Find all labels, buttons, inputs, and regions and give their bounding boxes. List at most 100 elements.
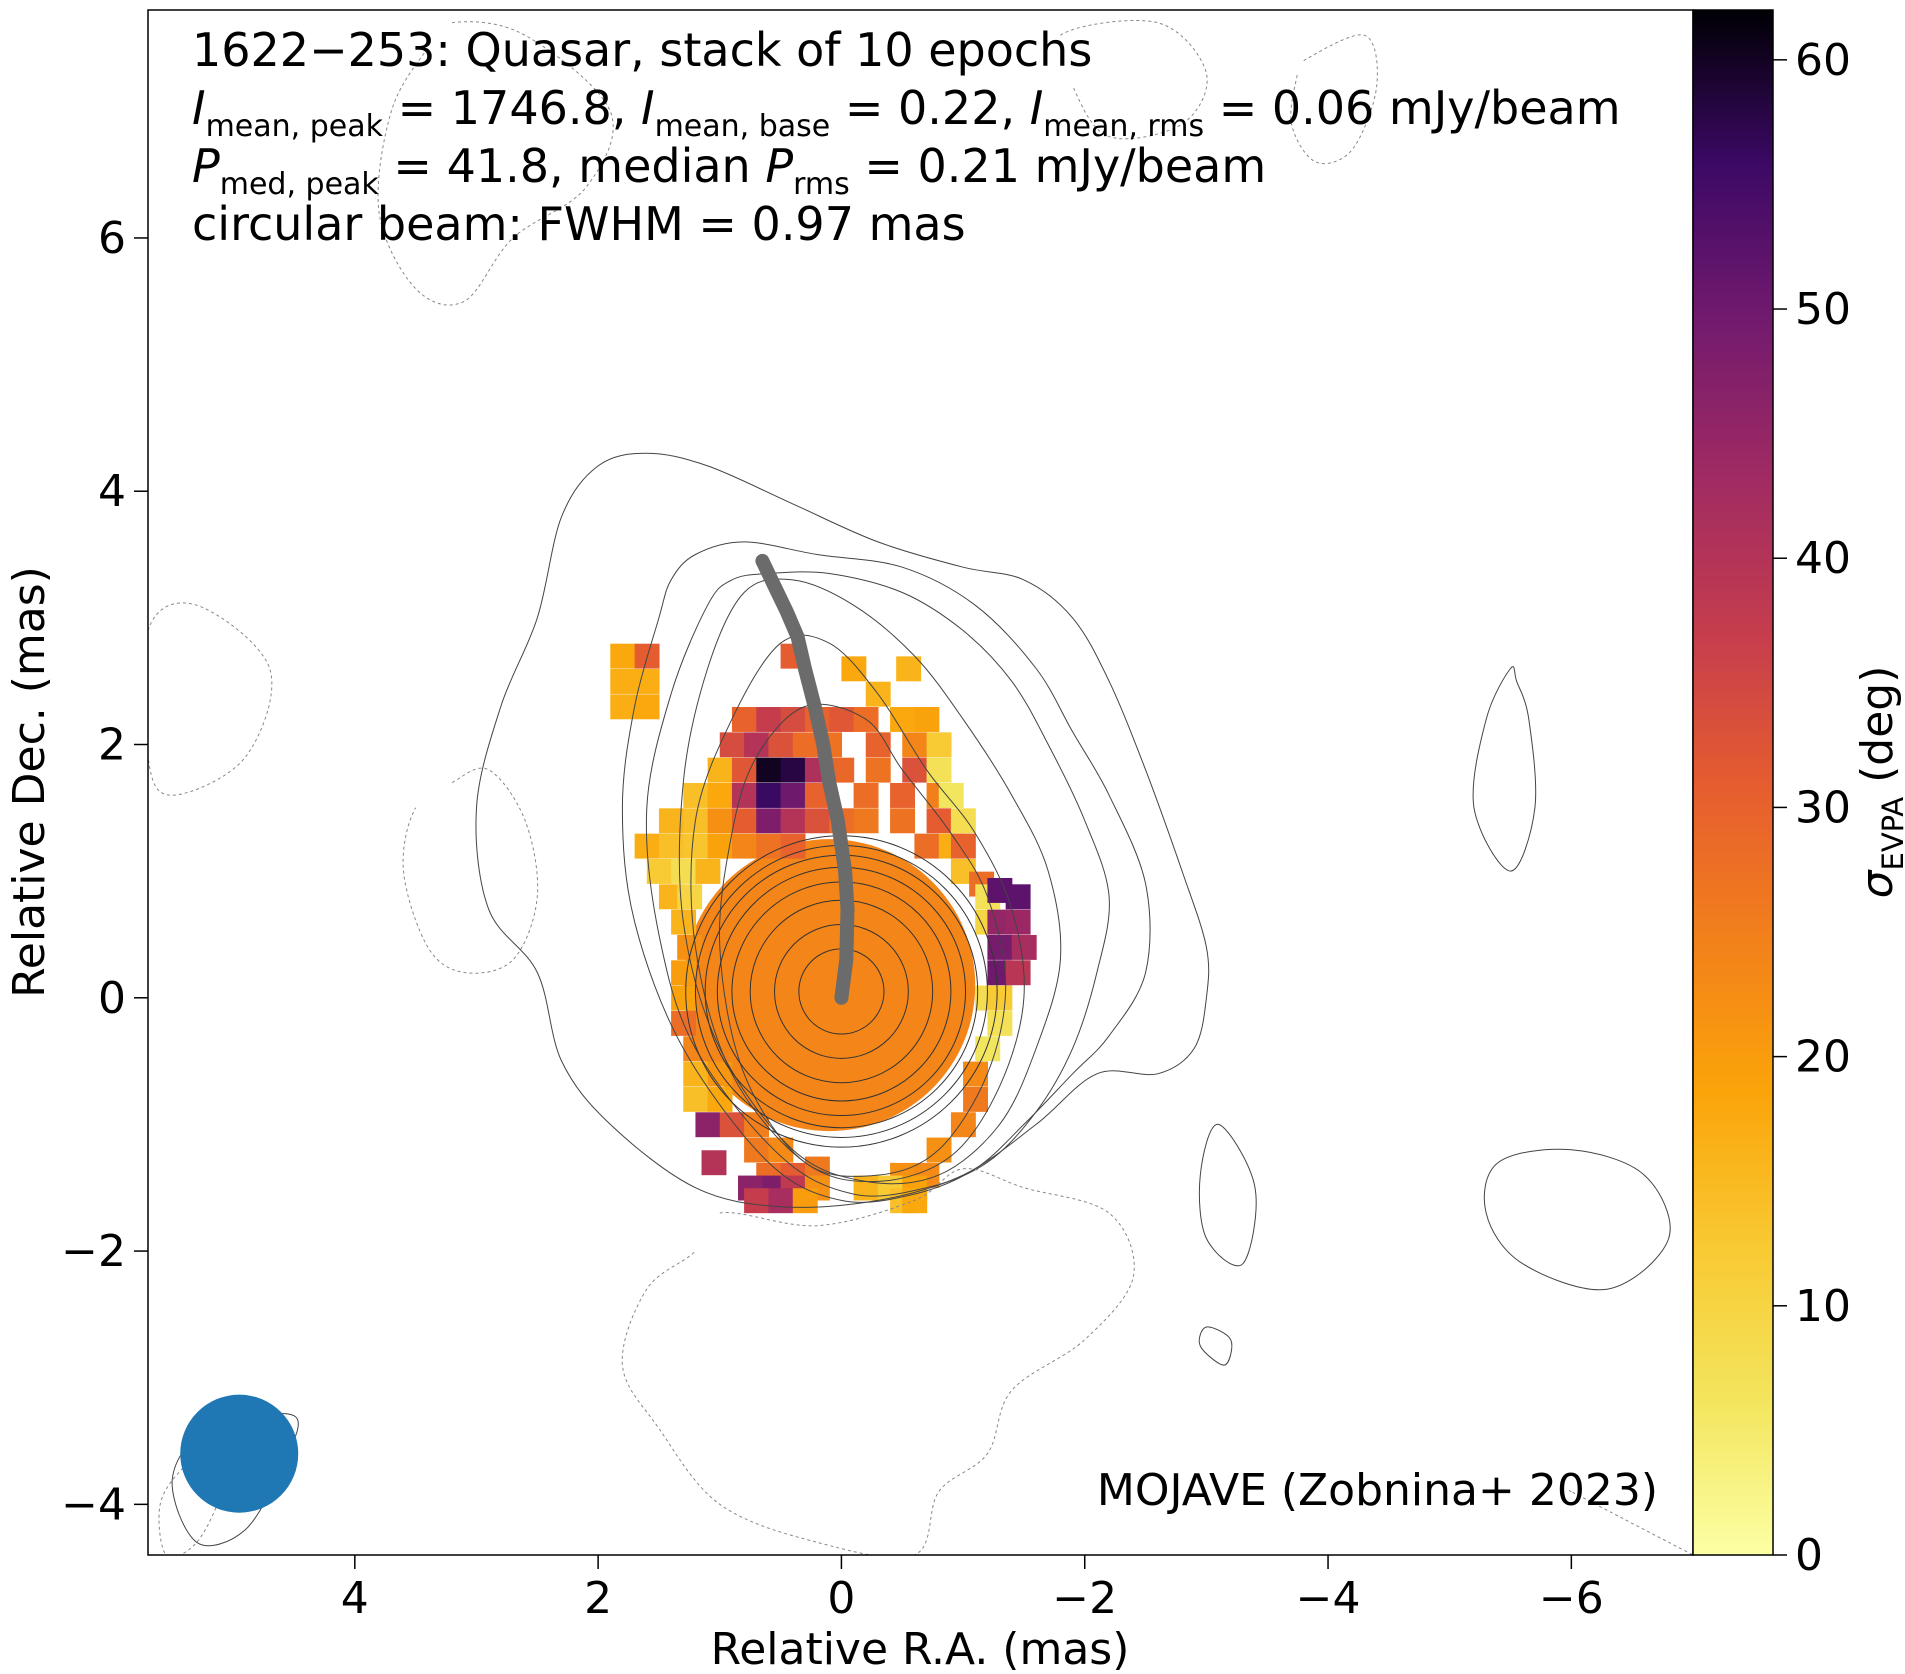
intensity-contour-island xyxy=(1483,1148,1671,1291)
plot-area xyxy=(147,9,1694,1556)
evpa-pixel xyxy=(950,1112,976,1138)
jet-ridge-line xyxy=(755,553,855,1005)
x-axis-label: Relative R.A. (mas) xyxy=(711,1624,1130,1674)
evpa-pixel xyxy=(701,1150,727,1176)
evpa-pixel xyxy=(792,732,818,758)
evpa-pixel xyxy=(634,694,660,720)
colorbar-label: σEVPA (deg) xyxy=(1852,666,1905,899)
title-line-2: Imean, peak = 1746.8, Imean, base = 0.22… xyxy=(192,81,1621,144)
evpa-pixel xyxy=(610,694,636,720)
p-rms-subscript: rms xyxy=(793,167,850,202)
evpa-pixel xyxy=(987,985,1013,1011)
evpa-pixel xyxy=(780,808,806,834)
intensity-contour-island xyxy=(1198,1123,1257,1267)
i-rms-subscript: mean, rms xyxy=(1043,109,1204,144)
evpa-pixel xyxy=(926,732,952,758)
y-tick-label: 6 xyxy=(98,213,126,264)
evpa-pixel xyxy=(914,707,940,732)
colorbar-tick-label: 60 xyxy=(1795,35,1851,86)
colorbar: 0 10 20 30 40 50 60 σEVPA (deg) xyxy=(1692,9,1905,1581)
negative-contour xyxy=(377,21,614,306)
intensity-contour xyxy=(718,703,1007,1177)
negative-contour xyxy=(1290,34,1378,165)
intensity-contour xyxy=(621,541,1151,1203)
i-rms-value: = 0.06 mJy/beam xyxy=(1204,81,1620,135)
negative-contour xyxy=(158,1439,222,1555)
evpa-pixel xyxy=(1005,909,1031,935)
evpa-pixel xyxy=(841,656,867,682)
i-base-subscript: mean, base xyxy=(655,109,831,144)
evpa-pixel xyxy=(707,757,733,783)
evpa-pixel xyxy=(707,833,733,859)
evpa-pixel xyxy=(950,833,976,859)
ridge-line-layer xyxy=(755,553,855,1005)
y-axis-label: Relative Dec. (mas) xyxy=(4,566,55,998)
intensity-contour xyxy=(475,452,1210,1208)
intensity-contour-island xyxy=(1472,666,1537,872)
p-rms-symbol: P xyxy=(765,139,793,193)
x-tick-label: −2 xyxy=(1052,1573,1117,1624)
evpa-pixel xyxy=(768,732,794,758)
evpa-pixel xyxy=(768,1188,794,1214)
evpa-pixel xyxy=(756,757,782,783)
colorbar-ticks: 0 10 20 30 40 50 60 xyxy=(1773,35,1851,1581)
x-tick-label: −6 xyxy=(1539,1573,1604,1624)
evpa-pixel xyxy=(744,1188,770,1214)
evpa-pixel xyxy=(695,858,721,884)
evpa-pixel xyxy=(671,985,697,1011)
negative-contour xyxy=(1060,20,1208,140)
evpa-pixel xyxy=(646,858,672,884)
negative-contour xyxy=(402,767,539,974)
colorbar-label-subscript: EVPA xyxy=(1876,797,1905,871)
evpa-pixel xyxy=(1011,934,1037,960)
colorbar-tick-label: 40 xyxy=(1795,533,1851,584)
evpa-pixel xyxy=(683,782,709,808)
evpa-pixel xyxy=(744,732,770,758)
colorbar-label-unit: (deg) xyxy=(1852,666,1903,797)
i-base-value: = 0.22, xyxy=(830,81,1029,135)
y-tick-label: 2 xyxy=(98,720,126,771)
evpa-pixel xyxy=(780,757,806,783)
evpa-pixel-layer xyxy=(610,643,1037,1214)
evpa-pixel xyxy=(756,808,782,834)
axis-layer: 4 2 0 −2 −4 −6 −4 −2 0 2 4 6 xyxy=(61,213,1604,1624)
evpa-pixel xyxy=(707,1086,733,1112)
credit-label: MOJAVE (Zobnina+ 2023) xyxy=(1097,1465,1658,1516)
colorbar-tick-label: 0 xyxy=(1795,1530,1823,1581)
evpa-pixel xyxy=(914,833,940,859)
evpa-pixel xyxy=(804,808,830,834)
evpa-pixel xyxy=(853,808,879,834)
evpa-pixel xyxy=(756,833,782,859)
intensity-contour-island xyxy=(1198,1326,1233,1366)
evpa-pixel xyxy=(671,960,697,986)
x-tick-label: 2 xyxy=(584,1573,612,1624)
intensity-contour xyxy=(678,578,1062,1185)
colorbar-tick-label: 10 xyxy=(1795,1281,1851,1332)
evpa-pixel xyxy=(731,757,757,783)
evpa-pixel xyxy=(780,782,806,808)
beam-layer xyxy=(180,1394,299,1513)
p-peak-subscript: med, peak xyxy=(220,167,380,202)
evpa-pixel xyxy=(756,707,782,732)
evpa-pixel xyxy=(719,1112,745,1138)
evpa-pixel xyxy=(610,643,636,669)
intensity-contour xyxy=(645,571,1110,1197)
i-base-symbol: I xyxy=(641,81,655,135)
evpa-pixel xyxy=(938,782,964,808)
evpa-pixel xyxy=(683,1086,709,1112)
evpa-pixel xyxy=(987,1010,1013,1036)
evpa-pixel xyxy=(1005,884,1031,910)
y-tick-label: −4 xyxy=(61,1479,126,1530)
colorbar-tick-label: 20 xyxy=(1795,1032,1851,1083)
beam-ellipse xyxy=(180,1394,299,1513)
evpa-pixel xyxy=(890,707,916,732)
colorbar-gradient xyxy=(1692,9,1774,1556)
intensity-contour xyxy=(690,634,1025,1183)
evpa-pixel xyxy=(610,669,636,694)
evpa-pixel xyxy=(731,782,757,808)
p-peak-value: = 41.8, median xyxy=(379,139,766,193)
evpa-pixel xyxy=(902,757,928,783)
p-peak-symbol: P xyxy=(192,139,220,193)
colorbar-tick-label: 30 xyxy=(1795,782,1851,833)
